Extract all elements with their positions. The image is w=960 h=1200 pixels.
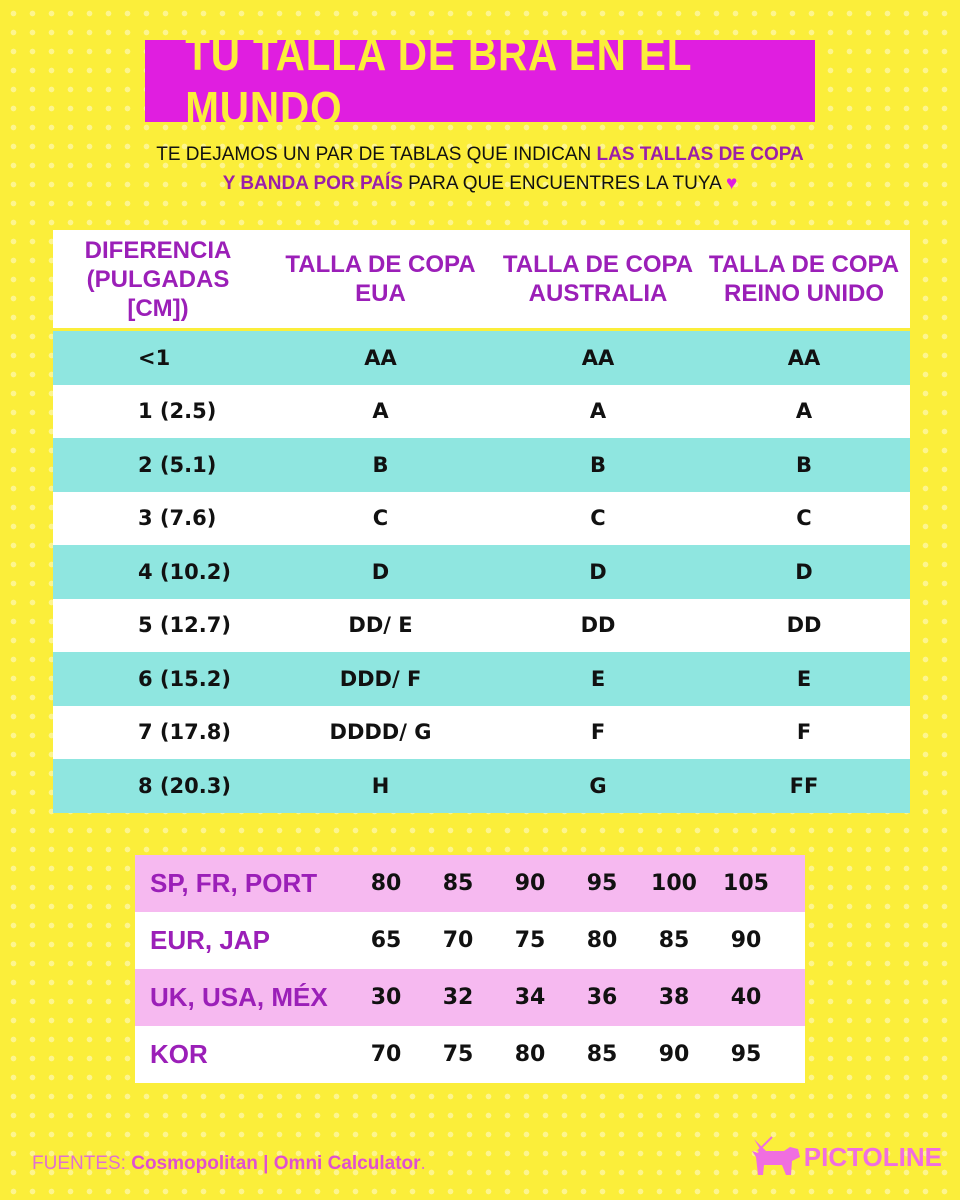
sources-list: Cosmopolitan | Omni Calculator <box>131 1153 421 1174</box>
table-cell: 5 (12.7) <box>138 613 231 638</box>
subtitle-text: TE DEJAMOS UN PAR DE TABLAS QUE INDICAN <box>156 144 597 165</box>
table-cell: C <box>372 506 389 531</box>
column-header: TALLA DE COPA AUSTRALIA <box>502 251 694 307</box>
band-value: 90 <box>730 928 762 953</box>
country-label: KOR <box>150 1039 208 1069</box>
table-cell: 4 (10.2) <box>138 559 231 584</box>
table-cell: D <box>371 559 390 584</box>
pictoline-logo: PICTOLINE <box>748 1135 942 1179</box>
table-cell: B <box>372 452 389 477</box>
column-header: TALLA DE COPA REINO UNIDO <box>708 251 900 307</box>
band-value: 65 <box>370 928 402 953</box>
band-value: 38 <box>658 985 690 1010</box>
table-cell: <1 <box>138 345 171 370</box>
table-cell: D <box>795 559 813 584</box>
band-value: 95 <box>586 871 618 896</box>
column-header: TALLA DE COPA EUA <box>285 251 476 307</box>
table-cell: 2 (5.1) <box>138 452 217 477</box>
table-cell: FF <box>789 773 819 798</box>
table-cell: B <box>589 452 606 477</box>
table-cell: C <box>796 506 812 531</box>
page-title: TU TALLA DE BRA EN EL MUNDO <box>145 28 815 134</box>
cup-size-table: DIFERENCIA (PULGADAS [CM]) TALLA DE COPA … <box>53 230 910 813</box>
table-row: 7 (17.8) DDDD/ G F F <box>53 705 910 759</box>
band-value: 95 <box>730 1042 762 1067</box>
band-row: KOR 70 75 80 85 90 95 <box>135 1026 805 1083</box>
table-cell: B <box>795 452 812 477</box>
band-value: 90 <box>514 871 546 896</box>
band-value: 32 <box>442 985 474 1010</box>
table-header: DIFERENCIA (PULGADAS [CM]) TALLA DE COPA … <box>53 230 910 328</box>
table-cell: E <box>590 666 606 691</box>
band-value: 30 <box>370 985 402 1010</box>
dog-icon <box>751 1136 800 1175</box>
band-value: 80 <box>586 928 618 953</box>
sources: FUENTES: Cosmopolitan | Omni Calculator. <box>32 1153 426 1175</box>
table-cell: D <box>589 559 607 584</box>
table-row: 5 (12.7) DD/ E DD DD <box>53 598 910 652</box>
logo-text: PICTOLINE <box>803 1141 942 1172</box>
table-cell: A <box>372 399 389 424</box>
table-cell: DDD/ F <box>339 666 422 691</box>
table-row: 8 (20.3) H G FF <box>53 759 910 813</box>
table-row: 6 (15.2) DDD/ F E E <box>53 652 910 706</box>
band-value: 105 <box>723 871 769 896</box>
band-value: 75 <box>514 928 546 953</box>
band-row: UK, USA, MÉX 30 32 34 36 38 40 <box>135 969 805 1026</box>
subtitle-highlight: Y BANDA POR PAÍS <box>222 173 403 194</box>
band-value: 80 <box>370 871 402 896</box>
table-cell: DD <box>786 613 822 638</box>
table-cell: AA <box>581 345 615 370</box>
table-cell: AA <box>787 345 821 370</box>
band-value: 70 <box>442 928 474 953</box>
table-cell: A <box>795 399 813 424</box>
table-cell: 8 (20.3) <box>138 773 231 798</box>
band-value: 36 <box>586 985 618 1010</box>
table-row: 1 (2.5) A A A <box>53 384 910 438</box>
band-value: 34 <box>514 985 546 1010</box>
table-cell: 7 (17.8) <box>138 720 231 745</box>
country-label: SP, FR, PORT <box>150 868 318 898</box>
band-value: 85 <box>658 928 690 953</box>
title-text: TU TALLA DE BRA EN EL MUNDO <box>185 28 692 134</box>
sources-suffix: . <box>420 1153 426 1174</box>
band-value: 40 <box>730 985 762 1010</box>
country-label: UK, USA, MÉX <box>150 982 328 1012</box>
heart-icon: ♥ <box>726 173 738 194</box>
subtitle-highlight: LAS TALLAS DE COPA <box>596 144 804 165</box>
subtitle-text: PARA QUE ENCUENTRES LA TUYA <box>402 173 726 194</box>
column-header: DIFERENCIA (PULGADAS [CM]) <box>84 236 232 322</box>
band-value: 90 <box>658 1042 690 1067</box>
table-cell: 3 (7.6) <box>138 506 217 531</box>
band-value: 80 <box>514 1042 546 1067</box>
table-row: 4 (10.2) D D D <box>53 545 910 599</box>
table-cell: AA <box>364 345 397 370</box>
table-cell: DD/ E <box>348 613 413 638</box>
band-value: 85 <box>586 1042 618 1067</box>
table-row: 3 (7.6) C C C <box>53 491 910 545</box>
table-cell: H <box>371 773 390 798</box>
band-row: SP, FR, PORT 80 85 90 95 100 105 <box>135 855 805 912</box>
table-cell: A <box>589 399 607 424</box>
band-row: EUR, JAP 65 70 75 80 85 90 <box>135 912 805 969</box>
country-label: EUR, JAP <box>150 925 270 955</box>
table-cell: G <box>589 773 607 798</box>
sources-label: FUENTES: <box>32 1153 132 1174</box>
table-row: <1 AA AA AA <box>53 331 910 385</box>
band-value: 70 <box>370 1042 402 1067</box>
band-value: 75 <box>442 1042 474 1067</box>
table-row: 2 (5.1) B B B <box>53 438 910 492</box>
band-value: 100 <box>651 871 697 896</box>
table-cell: F <box>796 720 812 745</box>
table-cell: E <box>796 666 812 691</box>
subtitle: TE DEJAMOS UN PAR DE TABLAS QUE INDICAN … <box>0 140 960 198</box>
band-value: 85 <box>442 871 474 896</box>
table-cell: F <box>590 720 606 745</box>
table-cell: 6 (15.2) <box>138 666 231 691</box>
table-cell: C <box>590 506 606 531</box>
table-cell: DD <box>580 613 616 638</box>
table-cell: 1 (2.5) <box>138 399 217 424</box>
band-size-table: SP, FR, PORT 80 85 90 95 100 105 EUR, JAP 65 70 75… <box>135 855 805 1083</box>
table-cell: DDDD/ G <box>329 720 432 745</box>
